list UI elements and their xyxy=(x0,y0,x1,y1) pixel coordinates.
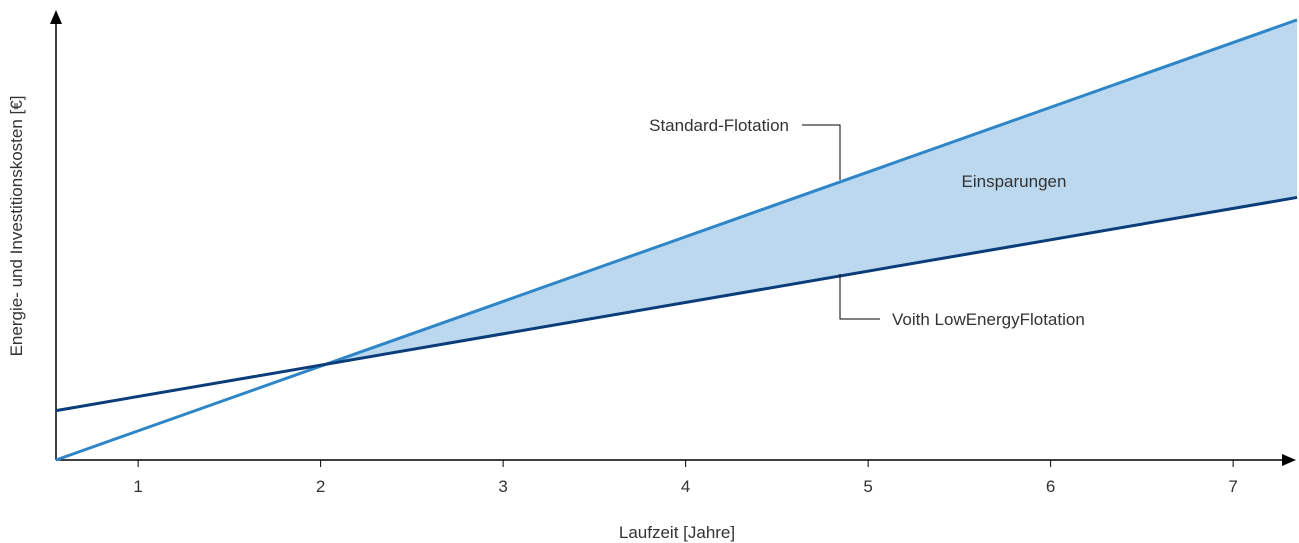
x-axis-arrow xyxy=(1282,454,1296,466)
x-tick-label: 4 xyxy=(681,477,690,496)
x-tick-label: 1 xyxy=(133,477,142,496)
y-axis-arrow xyxy=(50,10,62,24)
x-axis-label: Laufzeit [Jahre] xyxy=(619,523,735,542)
x-ticks: 1 2 3 4 5 6 7 xyxy=(133,460,1238,496)
series-line-voith-lowenergyflotation xyxy=(55,195,1298,413)
annotation-standard-flotation: Standard-Flotation xyxy=(649,116,789,135)
callout-line-voith xyxy=(839,274,880,320)
x-tick-label: 2 xyxy=(316,477,325,496)
y-axis-label: Energie- und Investitionskosten [€] xyxy=(7,96,26,357)
x-tick-label: 3 xyxy=(498,477,507,496)
axes xyxy=(50,10,1296,466)
series-line-standard-flotation xyxy=(55,18,1298,462)
x-tick-label: 5 xyxy=(863,477,872,496)
x-tick-label: 7 xyxy=(1228,477,1237,496)
x-tick-label: 6 xyxy=(1046,477,1055,496)
callout-line-standard xyxy=(802,124,841,180)
annotation-einsparungen: Einsparungen xyxy=(962,172,1067,191)
annotation-voith-lowenergyflotation: Voith LowEnergyFlotation xyxy=(892,310,1085,329)
